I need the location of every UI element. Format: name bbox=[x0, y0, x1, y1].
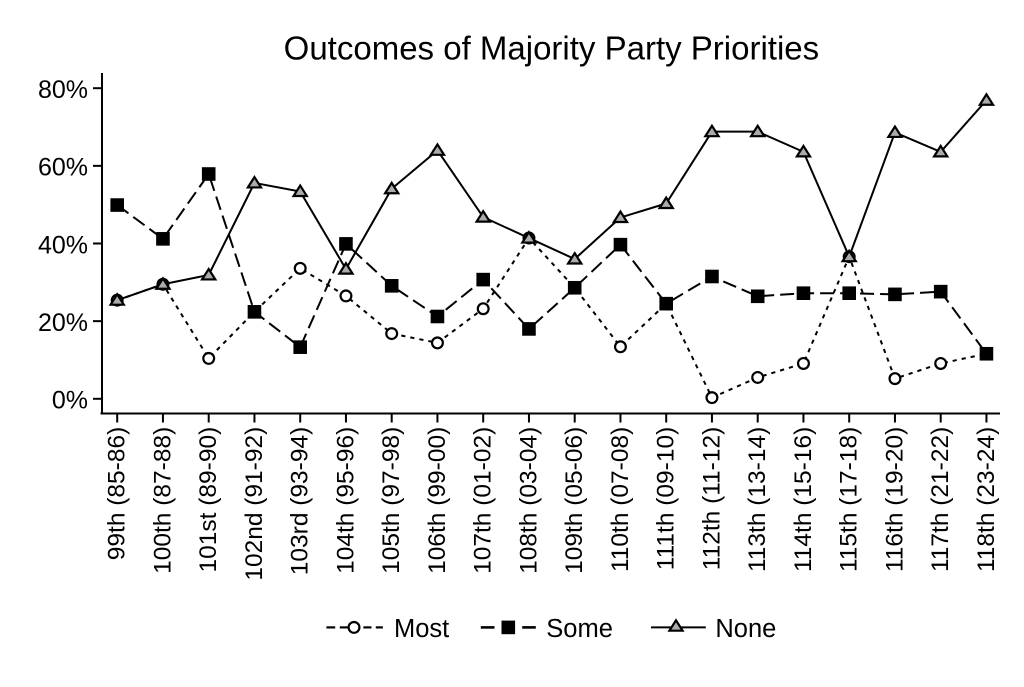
svg-text:114th (15-16): 114th (15-16) bbox=[790, 427, 817, 572]
svg-text:60%: 60% bbox=[38, 154, 88, 182]
svg-text:99th (85-86): 99th (85-86) bbox=[104, 427, 131, 560]
svg-text:80%: 80% bbox=[38, 76, 88, 104]
svg-text:102nd (91-92): 102nd (91-92) bbox=[241, 427, 268, 581]
svg-text:101st (89-90): 101st (89-90) bbox=[195, 427, 222, 573]
svg-text:40%: 40% bbox=[38, 231, 88, 259]
svg-text:108th (03-04): 108th (03-04) bbox=[515, 427, 542, 574]
svg-text:20%: 20% bbox=[38, 309, 88, 337]
svg-text:None: None bbox=[715, 615, 776, 643]
svg-text:117th (21-22): 117th (21-22) bbox=[927, 427, 954, 572]
svg-text:106th (99-00): 106th (99-00) bbox=[424, 427, 451, 574]
svg-text:Some: Some bbox=[546, 615, 613, 643]
svg-text:105th (97-98): 105th (97-98) bbox=[378, 427, 405, 574]
svg-text:0%: 0% bbox=[52, 387, 88, 415]
svg-text:112th (11-12): 112th (11-12) bbox=[698, 427, 725, 570]
svg-text:Most: Most bbox=[394, 615, 449, 643]
svg-text:104th (95-96): 104th (95-96) bbox=[332, 427, 359, 574]
svg-text:118th (23-24): 118th (23-24) bbox=[973, 427, 1000, 572]
svg-text:Outcomes of Majority Party Pri: Outcomes of Majority Party Priorities bbox=[284, 30, 819, 67]
svg-text:107th (01-02): 107th (01-02) bbox=[470, 427, 497, 574]
svg-text:113th (13-14): 113th (13-14) bbox=[744, 427, 771, 572]
svg-text:109th (05-06): 109th (05-06) bbox=[561, 427, 588, 574]
svg-text:111th (09-10): 111th (09-10) bbox=[653, 427, 680, 570]
svg-text:115th (17-18): 115th (17-18) bbox=[836, 427, 863, 572]
svg-text:110th (07-08): 110th (07-08) bbox=[607, 427, 634, 572]
svg-text:103rd (93-94): 103rd (93-94) bbox=[287, 427, 314, 575]
svg-text:116th (19-20): 116th (19-20) bbox=[881, 427, 908, 572]
svg-text:100th (87-88): 100th (87-88) bbox=[149, 427, 176, 574]
